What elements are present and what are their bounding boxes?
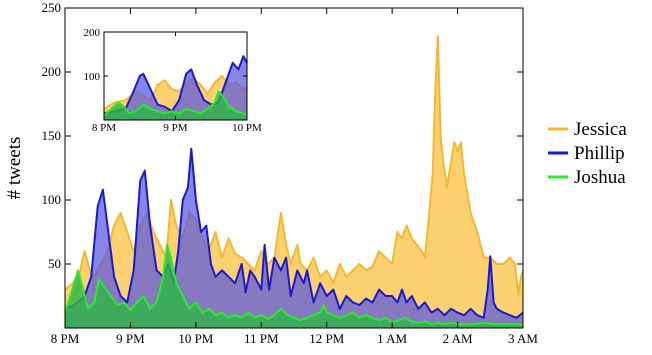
inset-x-tick-label: 10 PM	[232, 122, 262, 134]
legend: Jessica Phillip Joshua	[548, 119, 627, 188]
inset-x-tick-label: 9 PM	[163, 122, 187, 134]
inset-series-area-phillip	[104, 56, 247, 120]
y-tick-label: 100	[42, 192, 62, 207]
x-tick-label: 8 PM	[51, 331, 80, 346]
y-tick-label: 200	[42, 64, 62, 79]
inset-series-area-joshua	[104, 91, 247, 120]
x-tick-label: 9 PM	[116, 331, 145, 346]
inset-x-tick-label: 8 PM	[92, 122, 116, 134]
series-line-jessica	[64, 35, 524, 297]
y-tick-label: 250	[42, 0, 62, 15]
main-plot-series	[64, 35, 524, 328]
series-area-phillip	[65, 148, 523, 328]
main-axis-ticks: 8 PM 9 PM 10 PM 11 PM 12 PM 1 AM 2 AM 3 AM 50 100…	[42, 0, 539, 346]
inset-y-tick-label: 100	[84, 71, 101, 83]
legend-label-jessica: Jessica	[574, 119, 627, 140]
inset-y-tick-label: 200	[84, 27, 101, 39]
y-axis-label: # tweets	[4, 137, 25, 200]
x-tick-label: 12 PM	[309, 331, 344, 346]
inset-series-line-phillip	[103, 55, 248, 115]
inset-series-line-joshua	[103, 90, 248, 117]
series-area-joshua	[65, 244, 523, 328]
series-line-phillip	[64, 147, 524, 319]
inset-plot-series	[103, 55, 248, 120]
x-tick-label: 1 AM	[377, 331, 407, 346]
x-tick-label: 2 AM	[443, 331, 473, 346]
series-line-joshua	[64, 243, 523, 326]
y-tick-label: 50	[48, 256, 61, 271]
y-tick-label: 150	[42, 128, 62, 143]
legend-label-joshua: Joshua	[574, 167, 626, 188]
inset-axis-ticks: 8 PM 9 PM 10 PM 100 200	[84, 27, 263, 134]
legend-label-phillip: Phillip	[574, 143, 625, 164]
x-tick-label: 3 AM	[508, 331, 538, 346]
main-plot-frame	[64, 7, 524, 329]
x-tick-label: 10 PM	[178, 331, 213, 346]
x-tick-label: 11 PM	[244, 331, 279, 346]
